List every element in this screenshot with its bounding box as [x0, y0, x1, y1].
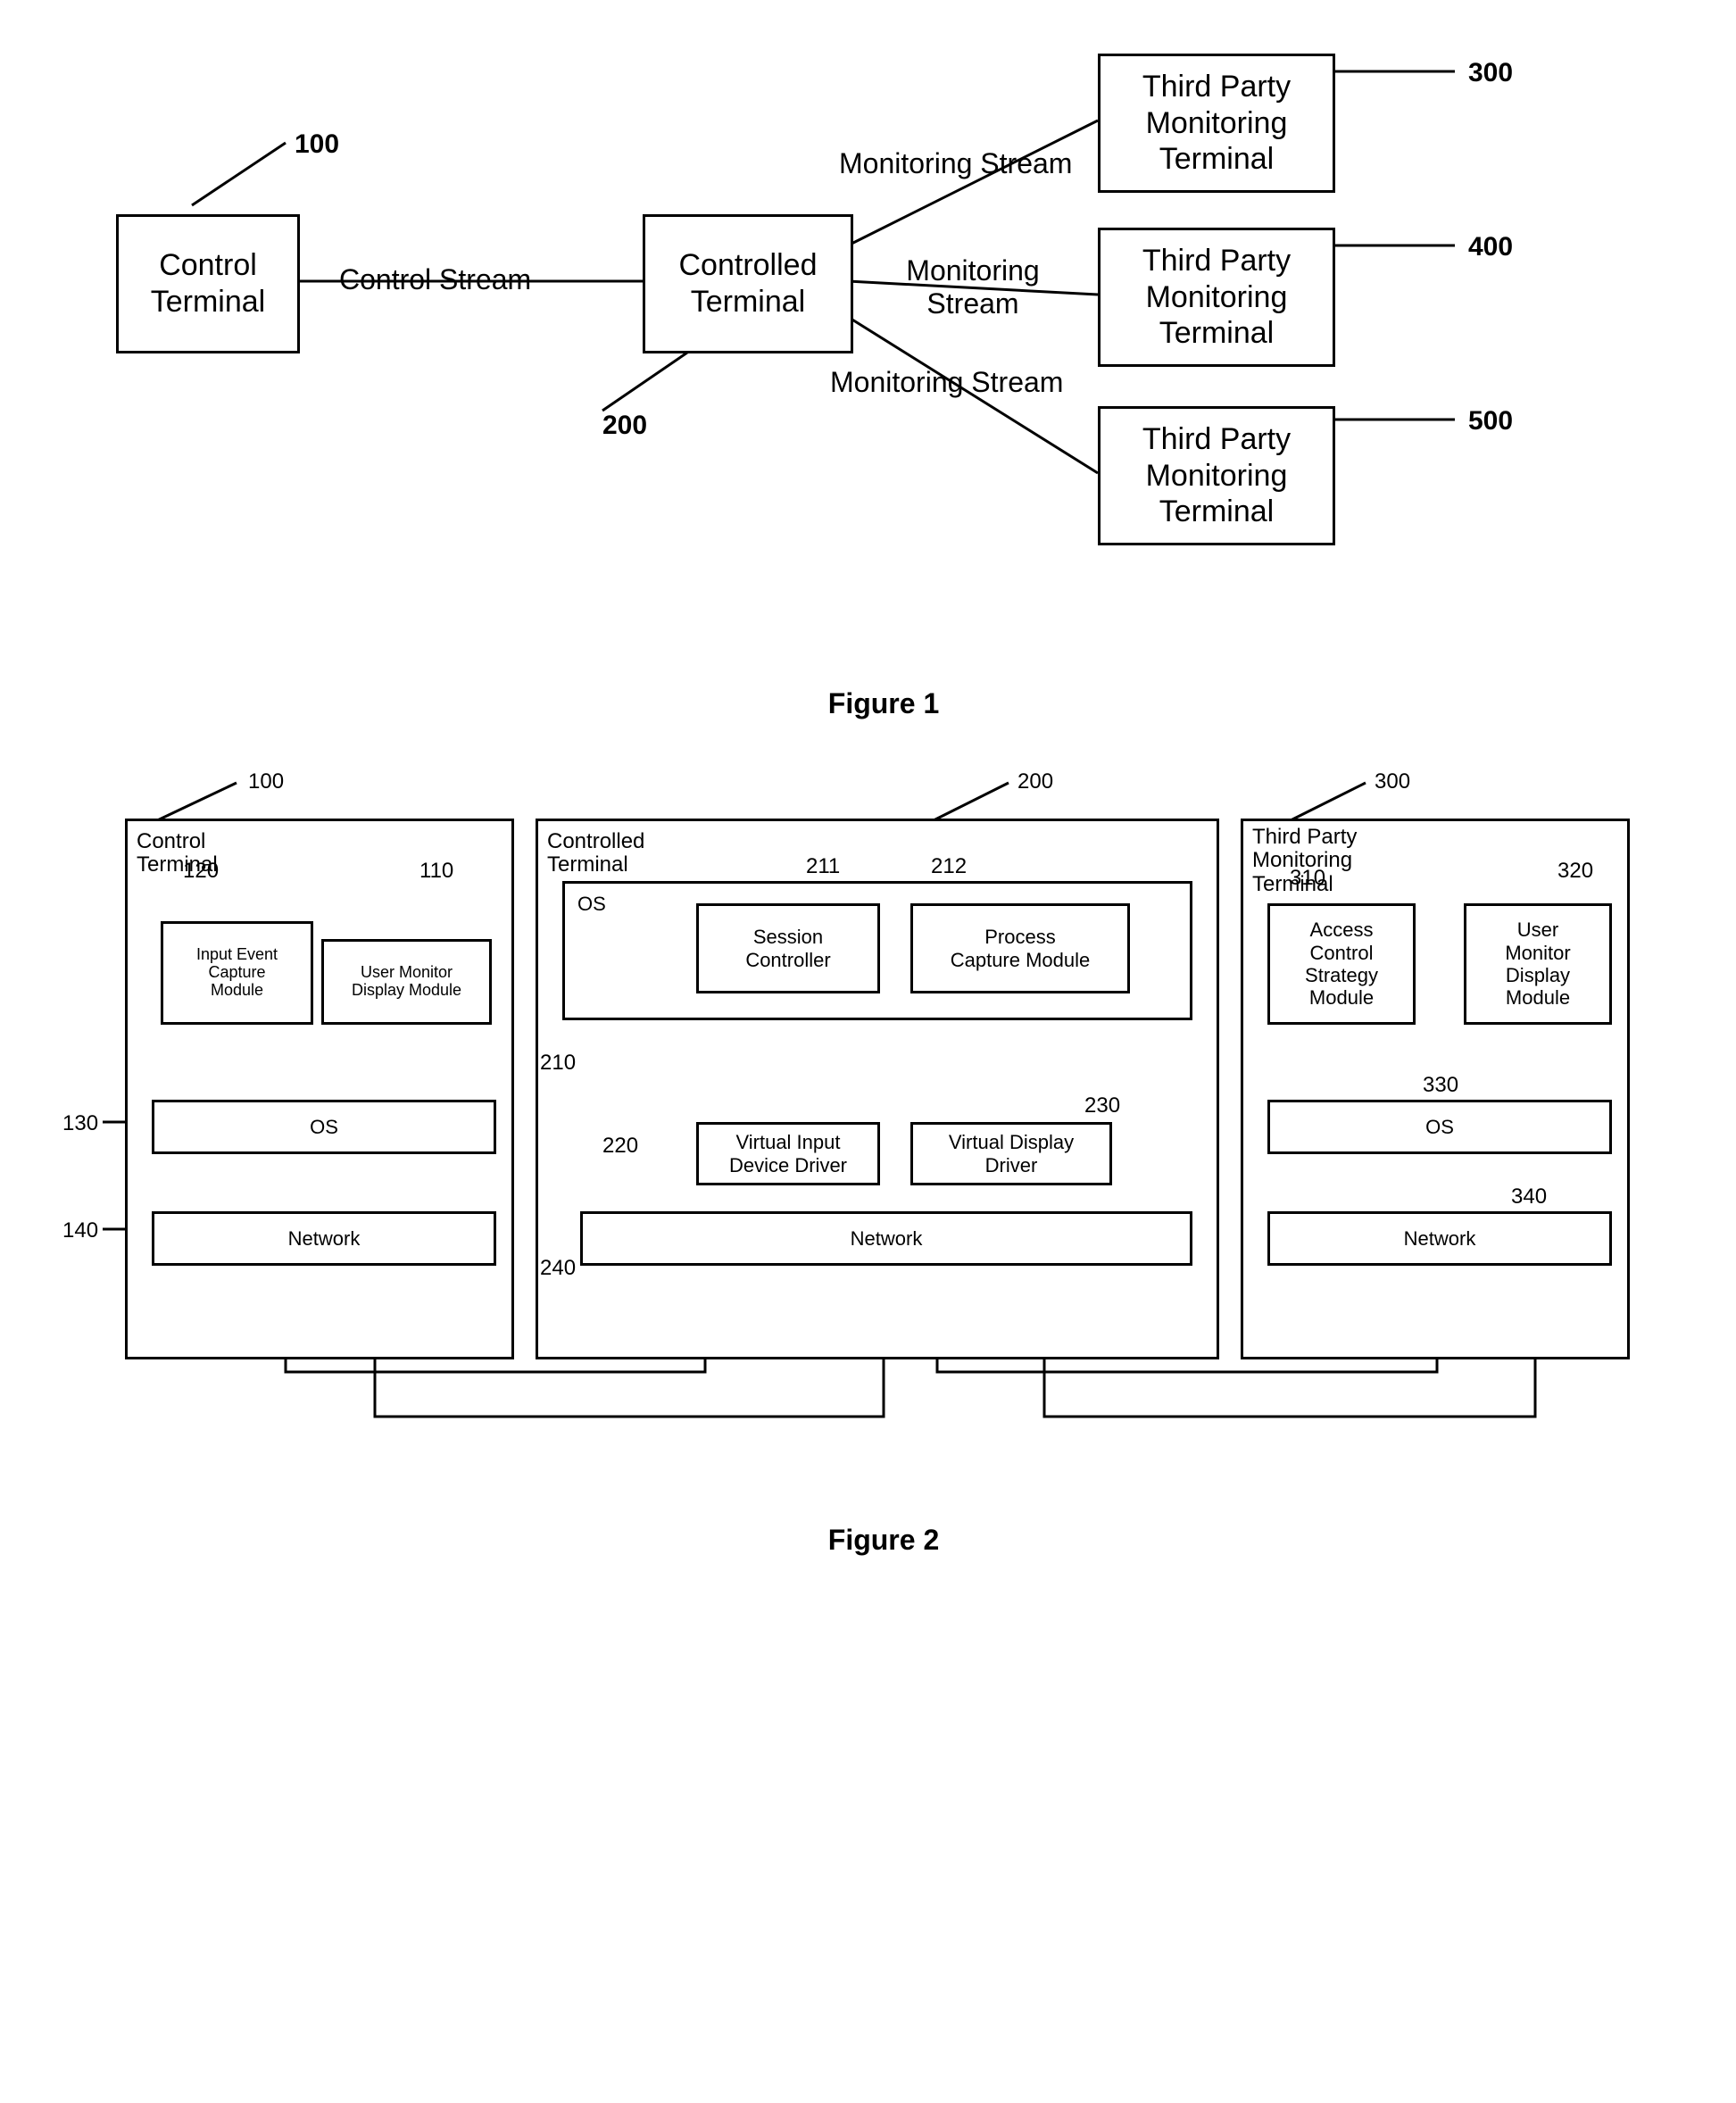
tpmt-300-label: Third PartyMonitoringTerminal	[1137, 63, 1296, 183]
input-event-capture-module: Input EventCaptureModule	[161, 921, 313, 1025]
user-monitor-display-module-100: User MonitorDisplay Module	[321, 939, 492, 1025]
ref-300: 300	[1468, 58, 1513, 88]
virtual-input-device-driver: Virtual InputDevice Driver	[696, 1122, 880, 1185]
monitoring-stream-2-label: MonitoringStream	[893, 254, 1053, 320]
virtual-display-driver-label: Virtual DisplayDriver	[945, 1127, 1077, 1180]
process-capture-module: ProcessCapture Module	[910, 903, 1130, 993]
controlled-terminal-header: ControlledTerminal	[547, 830, 644, 877]
user-monitor-display-300-label: UserMonitorDisplayModule	[1501, 915, 1574, 1012]
network-300: Network	[1267, 1211, 1612, 1266]
session-controller: SessionController	[696, 903, 880, 993]
network-100: Network	[152, 1211, 496, 1266]
ref-400: 400	[1468, 232, 1513, 262]
os-100: OS	[152, 1100, 496, 1154]
figure-2: ControlTerminal Input EventCaptureModule…	[36, 774, 1732, 1470]
controlled-terminal-label: ControlledTerminal	[674, 242, 823, 326]
figure-1: ControlTerminal ControlledTerminal Third…	[89, 54, 1732, 634]
ref-500: 500	[1468, 406, 1513, 436]
access-control-strategy-module: AccessControlStrategyModule	[1267, 903, 1416, 1025]
ref2-300: 300	[1375, 769, 1410, 794]
ref2-110: 110	[419, 859, 453, 884]
ref2-210: 210	[540, 1051, 576, 1076]
ref2-320: 320	[1557, 859, 1593, 884]
ref-100: 100	[295, 129, 339, 160]
os-100-label: OS	[306, 1112, 342, 1142]
virtual-input-driver-label: Virtual InputDevice Driver	[726, 1127, 851, 1180]
ref2-211: 211	[806, 854, 840, 879]
os-200-label: OS	[565, 884, 619, 924]
ref2-230: 230	[1084, 1093, 1120, 1118]
network-300-label: Network	[1400, 1224, 1480, 1253]
user-monitor-display-module-300: UserMonitorDisplayModule	[1464, 903, 1612, 1025]
control-stream-label: Control Stream	[339, 263, 531, 296]
ref2-310: 310	[1290, 866, 1325, 891]
tpmt-500-box: Third PartyMonitoringTerminal	[1098, 406, 1335, 545]
control-terminal-label: ControlTerminal	[145, 242, 270, 326]
ref2-220: 220	[602, 1134, 638, 1159]
control-terminal-box: ControlTerminal	[116, 214, 300, 353]
ref2-100: 100	[248, 769, 284, 794]
process-capture-label: ProcessCapture Module	[947, 922, 1094, 975]
ref2-212: 212	[931, 854, 967, 879]
network-100-label: Network	[285, 1224, 364, 1253]
figure-1-caption: Figure 1	[36, 687, 1732, 720]
session-controller-label: SessionController	[742, 922, 834, 975]
controlled-terminal-box: ControlledTerminal	[643, 214, 853, 353]
tpmt-500-label: Third PartyMonitoringTerminal	[1137, 416, 1296, 536]
tpmt-400-label: Third PartyMonitoringTerminal	[1137, 237, 1296, 357]
ref2-130: 130	[62, 1111, 98, 1136]
ref2-140: 140	[62, 1218, 98, 1243]
virtual-display-driver: Virtual DisplayDriver	[910, 1122, 1112, 1185]
tpmt-300-box: Third PartyMonitoringTerminal	[1098, 54, 1335, 193]
tpmt-400-box: Third PartyMonitoringTerminal	[1098, 228, 1335, 367]
ref2-240: 240	[540, 1256, 576, 1281]
ref-200: 200	[602, 411, 647, 441]
ref2-200: 200	[1018, 769, 1053, 794]
network-200: Network	[580, 1211, 1192, 1266]
network-200-label: Network	[847, 1224, 926, 1253]
os-300-label: OS	[1422, 1112, 1458, 1142]
ref2-340: 340	[1511, 1184, 1547, 1209]
input-event-capture-label: Input EventCaptureModule	[194, 943, 280, 1002]
ref2-330: 330	[1423, 1073, 1458, 1098]
monitoring-stream-1-label: Monitoring Stream	[839, 147, 1072, 180]
monitoring-stream-3-label: Monitoring Stream	[830, 366, 1063, 399]
os-300: OS	[1267, 1100, 1612, 1154]
user-monitor-display-100-label: User MonitorDisplay Module	[349, 961, 464, 1002]
figure-2-caption: Figure 2	[36, 1524, 1732, 1557]
ref2-120: 120	[183, 859, 219, 884]
access-control-strategy-label: AccessControlStrategyModule	[1301, 915, 1382, 1012]
control-terminal-outer: ControlTerminal	[125, 819, 514, 1359]
